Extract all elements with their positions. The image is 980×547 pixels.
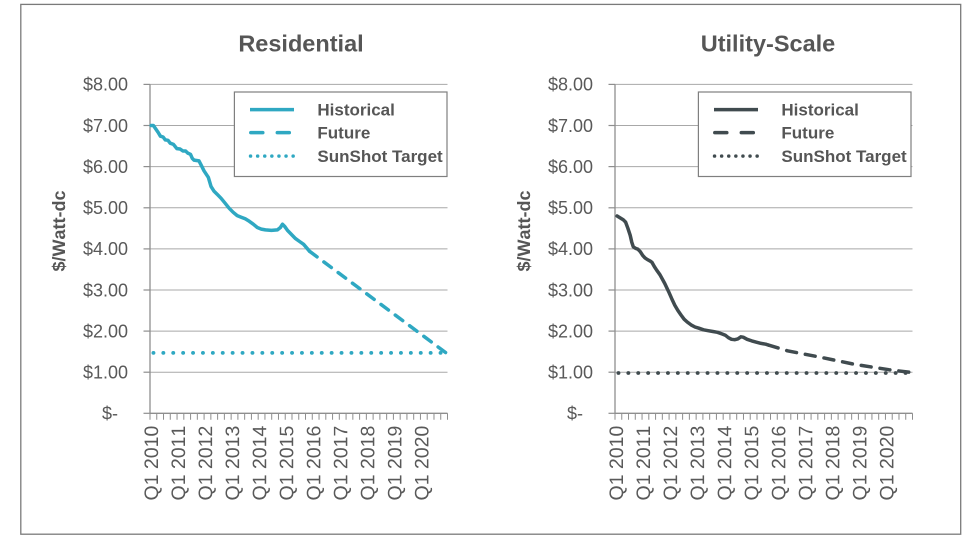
svg-text:Historical: Historical <box>317 101 394 120</box>
svg-text:SunShot Target: SunShot Target <box>317 147 443 166</box>
svg-text:$5.00: $5.00 <box>83 198 128 218</box>
svg-text:$-: $- <box>567 404 583 424</box>
svg-text:$8.00: $8.00 <box>83 75 128 95</box>
svg-text:$3.00: $3.00 <box>83 280 128 300</box>
svg-text:$2.00: $2.00 <box>548 321 593 341</box>
svg-text:Utility-Scale: Utility-Scale <box>701 31 836 57</box>
svg-text:$7.00: $7.00 <box>83 116 128 136</box>
svg-text:$1.00: $1.00 <box>548 363 593 383</box>
svg-text:$4.00: $4.00 <box>548 239 593 259</box>
svg-text:$4.00: $4.00 <box>83 239 128 259</box>
svg-text:Historical: Historical <box>781 101 858 120</box>
svg-text:$8.00: $8.00 <box>548 75 593 95</box>
svg-text:Future: Future <box>781 124 834 143</box>
svg-text:$2.00: $2.00 <box>83 321 128 341</box>
svg-text:$6.00: $6.00 <box>83 157 128 177</box>
svg-text:Future: Future <box>317 124 370 143</box>
svg-text:$1.00: $1.00 <box>83 363 128 383</box>
svg-text:$5.00: $5.00 <box>548 198 593 218</box>
svg-text:SunShot Target: SunShot Target <box>781 147 907 166</box>
svg-text:Residential: Residential <box>238 31 363 57</box>
svg-text:$3.00: $3.00 <box>548 280 593 300</box>
svg-text:$-: $- <box>102 404 118 424</box>
svg-text:$7.00: $7.00 <box>548 116 593 136</box>
svg-text:$6.00: $6.00 <box>548 157 593 177</box>
